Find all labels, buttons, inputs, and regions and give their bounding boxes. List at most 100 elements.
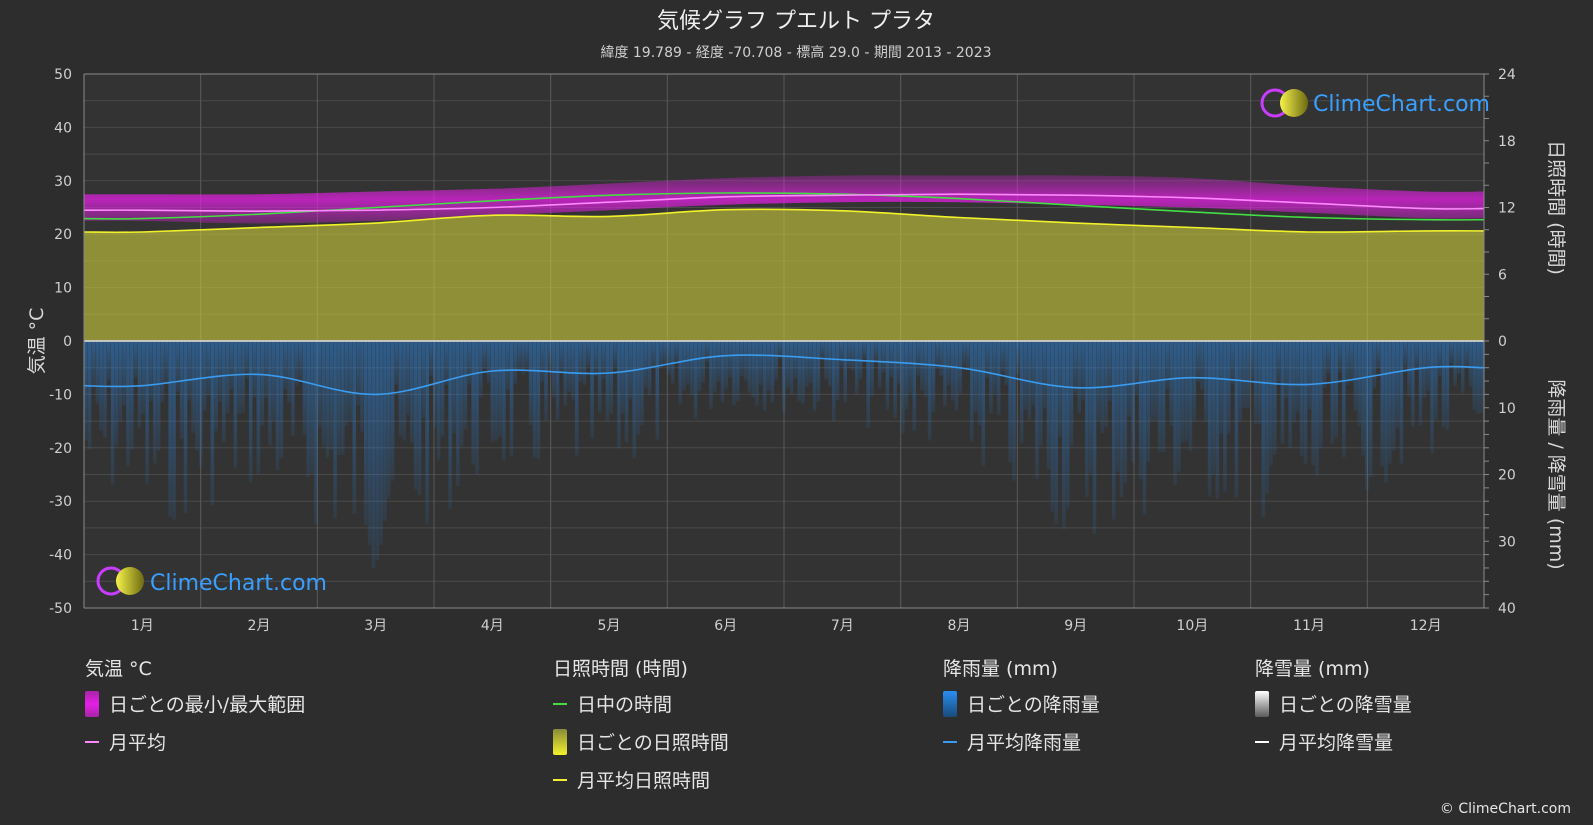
legend-label: 日ごとの日照時間 (577, 732, 729, 754)
y-right-bottom-tick-label: 40 (1498, 601, 1516, 617)
x-tick-label: 4月 (481, 618, 504, 634)
rain-bar (252, 341, 257, 398)
rain-bar (214, 341, 218, 432)
rain-bar (1161, 341, 1166, 453)
rain-bar (317, 341, 322, 428)
y-right-top-tick-label: 0 (1498, 334, 1507, 350)
rain-bar (759, 341, 763, 385)
rain-bar (233, 341, 238, 469)
rain-bar (528, 341, 533, 425)
rain-bar (118, 341, 123, 422)
rain-bar (1242, 341, 1246, 409)
rain-bar (467, 341, 472, 385)
legend-title-sunshine: 日照時間 (時間) (553, 658, 688, 680)
rain-bar (333, 341, 337, 519)
y-left-tick-label: 40 (54, 120, 72, 136)
rain-bar (1081, 341, 1085, 401)
rain-bar (383, 341, 387, 521)
rain-bar (962, 341, 966, 366)
rain-bar (548, 341, 552, 372)
rain-bar (1119, 341, 1124, 497)
rain-bar (1403, 341, 1407, 367)
rain-bar (1307, 341, 1312, 410)
rain-bar (1131, 341, 1135, 463)
rain-bar (701, 341, 706, 383)
rain-bar (1441, 341, 1446, 428)
rain-bar (655, 341, 660, 440)
rain-bar (479, 341, 483, 398)
legend-item-temp-mean: 月平均 (85, 728, 166, 755)
rain-bar (1299, 341, 1304, 457)
rain-bar (1246, 341, 1250, 408)
rain-bar (613, 341, 617, 367)
x-tick-label: 1月 (131, 618, 154, 634)
rain-bar (1108, 341, 1112, 402)
rain-bar (509, 341, 514, 457)
rain-bar (490, 341, 495, 442)
rain-bar (1134, 341, 1139, 394)
rain-bar (264, 341, 268, 399)
rain-bar (1035, 341, 1039, 479)
rain-bar (843, 341, 847, 403)
rain-bar (770, 341, 775, 403)
rain-bar (751, 341, 755, 398)
rain-bar (555, 341, 560, 421)
rain-bar (636, 341, 640, 435)
rain-bar (156, 341, 161, 452)
rain-bar (839, 341, 844, 367)
rain-bar (1391, 341, 1396, 451)
y-right-top-axis-label: 日照時間 (時間) (1545, 140, 1567, 275)
rain-bar (709, 341, 713, 410)
rain-bar (586, 341, 591, 367)
rain-bar (870, 341, 874, 397)
rain-bar (1334, 341, 1338, 438)
rain-bar (1042, 341, 1047, 409)
rain-bar (594, 341, 598, 377)
rain-bar (459, 341, 464, 447)
rain-bar (1250, 341, 1254, 381)
rain-bar (1445, 341, 1450, 431)
rain-bar (1395, 341, 1400, 429)
rain-bar (732, 341, 736, 406)
rain-bar (103, 341, 107, 439)
rain-mean-line (83, 354, 1485, 396)
rain-bar (176, 341, 180, 392)
rain-bar (413, 341, 418, 490)
rain-bar (935, 341, 940, 369)
rain-bar (321, 341, 326, 447)
rain-bar (1296, 341, 1300, 413)
rain-bar (851, 341, 855, 371)
rain-bar (747, 341, 752, 393)
rain-bar (782, 341, 786, 413)
rain-bar (179, 341, 184, 440)
rain-bar (1414, 341, 1419, 370)
rain-bar (440, 341, 445, 437)
rain-bar (912, 341, 917, 431)
rain-bar (256, 341, 261, 475)
rain-bar (1261, 341, 1266, 518)
legend-label: 日ごとの最小/最大範囲 (109, 694, 306, 716)
y-right-top-tick-label: 6 (1498, 267, 1507, 283)
rain-bar (406, 341, 410, 415)
rain-bar (582, 341, 587, 386)
rain-bar (287, 341, 291, 403)
rain-bar (367, 341, 372, 545)
rain-bar (1204, 341, 1208, 422)
rain-bar (1269, 341, 1273, 466)
rain-bar (1330, 341, 1335, 444)
rain-bar (202, 341, 207, 411)
rain-bar (893, 341, 897, 419)
rain-bar (1372, 341, 1377, 389)
rain-bar (1288, 341, 1292, 449)
rain-bar (172, 341, 176, 520)
temp-range-swatch-icon (85, 690, 99, 717)
rain-bar (601, 341, 606, 380)
rain-bar (1234, 341, 1239, 498)
daylight-line-icon (553, 702, 567, 705)
watermark-logo-top: ClimeChart.com (1260, 88, 1490, 118)
rain-bar (1092, 341, 1097, 534)
rain-bar (421, 341, 426, 419)
rain-bar (1315, 341, 1319, 476)
rain-bar (578, 341, 583, 382)
rain-bar (1192, 341, 1197, 422)
